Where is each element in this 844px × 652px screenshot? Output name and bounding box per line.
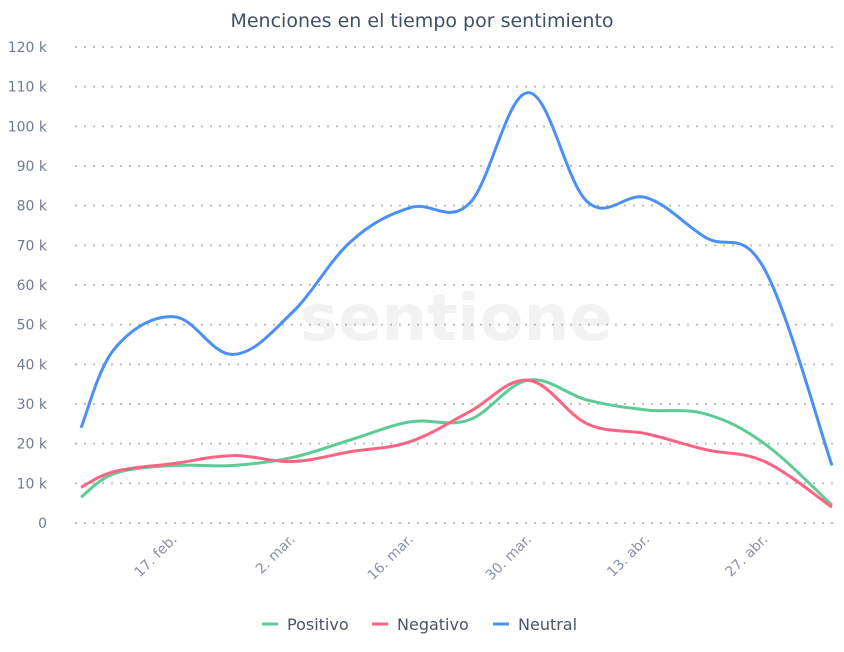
legend-label: Neutral [518, 615, 577, 634]
y-tick-label: 100 k [8, 119, 48, 135]
y-tick-label: 50 k [17, 318, 48, 334]
y-tick-label: 10 k [17, 476, 48, 492]
y-tick-label: 30 k [17, 397, 48, 413]
y-tick-label: 60 k [17, 278, 48, 294]
y-tick-label: 70 k [17, 238, 48, 254]
series-line-negativo[interactable] [80, 378, 833, 509]
legend-item-negativo[interactable]: Negativo [372, 615, 469, 634]
x-tick-label: 16. mar. [365, 532, 417, 584]
y-tick-label: 40 k [17, 357, 48, 373]
y-tick-label: 90 k [17, 159, 48, 175]
y-tick-label: 20 k [17, 437, 48, 453]
y-tick-label: 120 k [8, 40, 48, 56]
legend-item-positivo[interactable]: Positivo [262, 615, 349, 634]
legend-item-neutral[interactable]: Neutral [493, 615, 577, 634]
series-line-positivo[interactable] [80, 378, 834, 507]
y-tick-label: 0 [38, 516, 47, 532]
x-tick-label: 27. abr. [722, 532, 771, 581]
x-tick-label: 2. mar. [253, 532, 299, 578]
x-tick-label: 30. mar. [483, 532, 535, 584]
legend-label: Positivo [287, 615, 349, 634]
legend-label: Negativo [397, 615, 469, 634]
watermark: sentione [300, 282, 613, 356]
y-tick-label: 80 k [17, 199, 48, 215]
series-line-neutral[interactable] [79, 91, 834, 466]
chart-title: Menciones en el tiempo por sentimiento [230, 10, 613, 32]
y-tick-label: 110 k [8, 80, 48, 96]
x-tick-label: 13. abr. [604, 532, 653, 581]
x-tick-label: 17. feb. [131, 532, 180, 581]
